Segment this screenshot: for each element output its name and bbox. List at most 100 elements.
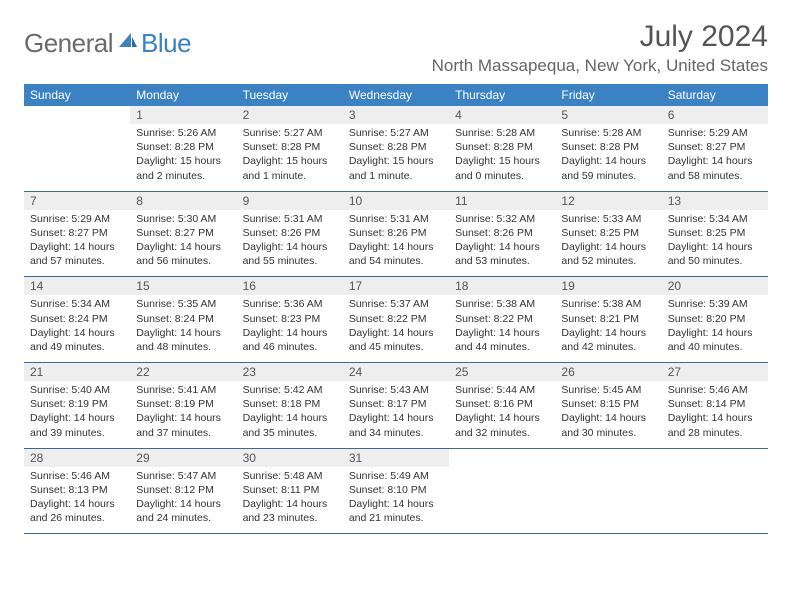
calendar-cell: 21Sunrise: 5:40 AMSunset: 8:19 PMDayligh… [24,363,130,449]
sunset-line: Sunset: 8:28 PM [136,141,214,153]
calendar-table: SundayMondayTuesdayWednesdayThursdayFrid… [24,84,768,534]
calendar-cell: 24Sunrise: 5:43 AMSunset: 8:17 PMDayligh… [343,363,449,449]
sunrise-line: Sunrise: 5:29 AM [668,127,748,139]
daylight-line: Daylight: 15 hours and 2 minutes. [136,155,221,181]
daylight-line: Daylight: 14 hours and 40 minutes. [668,327,753,353]
calendar-cell: 25Sunrise: 5:44 AMSunset: 8:16 PMDayligh… [449,363,555,449]
daylight-line: Daylight: 15 hours and 0 minutes. [455,155,540,181]
sunset-line: Sunset: 8:28 PM [455,141,533,153]
calendar-cell: 10Sunrise: 5:31 AMSunset: 8:26 PMDayligh… [343,191,449,277]
sunset-line: Sunset: 8:14 PM [668,398,746,410]
day-body: Sunrise: 5:28 AMSunset: 8:28 PMDaylight:… [555,124,661,191]
day-body: Sunrise: 5:43 AMSunset: 8:17 PMDaylight:… [343,381,449,448]
day-number: 17 [343,277,449,295]
day-number: 19 [555,277,661,295]
daylight-line: Daylight: 14 hours and 50 minutes. [668,241,753,267]
day-body: Sunrise: 5:38 AMSunset: 8:22 PMDaylight:… [449,295,555,362]
weekday-header: Monday [130,84,236,106]
calendar-row: 21Sunrise: 5:40 AMSunset: 8:19 PMDayligh… [24,363,768,449]
day-number: 21 [24,363,130,381]
sunset-line: Sunset: 8:11 PM [243,484,320,496]
sunrise-line: Sunrise: 5:38 AM [561,298,641,310]
calendar-cell [449,448,555,534]
daylight-line: Daylight: 14 hours and 57 minutes. [30,241,115,267]
day-number: 1 [130,106,236,124]
day-number: 27 [662,363,768,381]
day-number: 8 [130,192,236,210]
calendar-cell: 22Sunrise: 5:41 AMSunset: 8:19 PMDayligh… [130,363,236,449]
day-body: Sunrise: 5:30 AMSunset: 8:27 PMDaylight:… [130,210,236,277]
calendar-cell: 30Sunrise: 5:48 AMSunset: 8:11 PMDayligh… [237,448,343,534]
sunrise-line: Sunrise: 5:26 AM [136,127,216,139]
sunrise-line: Sunrise: 5:34 AM [668,213,748,225]
calendar-cell: 20Sunrise: 5:39 AMSunset: 8:20 PMDayligh… [662,277,768,363]
sunrise-line: Sunrise: 5:31 AM [243,213,323,225]
day-body: Sunrise: 5:48 AMSunset: 8:11 PMDaylight:… [237,467,343,534]
day-body: Sunrise: 5:42 AMSunset: 8:18 PMDaylight:… [237,381,343,448]
calendar-cell: 4Sunrise: 5:28 AMSunset: 8:28 PMDaylight… [449,106,555,191]
calendar-cell: 31Sunrise: 5:49 AMSunset: 8:10 PMDayligh… [343,448,449,534]
sunrise-line: Sunrise: 5:49 AM [349,470,429,482]
day-body: Sunrise: 5:39 AMSunset: 8:20 PMDaylight:… [662,295,768,362]
day-body: Sunrise: 5:47 AMSunset: 8:12 PMDaylight:… [130,467,236,534]
sunrise-line: Sunrise: 5:46 AM [668,384,748,396]
day-body [662,467,768,525]
daylight-line: Daylight: 14 hours and 52 minutes. [561,241,646,267]
day-number: 7 [24,192,130,210]
month-title: July 2024 [432,20,768,54]
daylight-line: Daylight: 14 hours and 59 minutes. [561,155,646,181]
sunrise-line: Sunrise: 5:37 AM [349,298,429,310]
calendar-cell: 5Sunrise: 5:28 AMSunset: 8:28 PMDaylight… [555,106,661,191]
sunset-line: Sunset: 8:13 PM [30,484,108,496]
calendar-row: 28Sunrise: 5:46 AMSunset: 8:13 PMDayligh… [24,448,768,534]
logo-text-general: General [24,28,113,59]
sunset-line: Sunset: 8:26 PM [349,227,427,239]
daylight-line: Daylight: 14 hours and 48 minutes. [136,327,221,353]
day-body: Sunrise: 5:33 AMSunset: 8:25 PMDaylight:… [555,210,661,277]
day-body: Sunrise: 5:34 AMSunset: 8:25 PMDaylight:… [662,210,768,277]
sunrise-line: Sunrise: 5:48 AM [243,470,323,482]
day-body [449,467,555,525]
sunset-line: Sunset: 8:27 PM [136,227,214,239]
day-body: Sunrise: 5:27 AMSunset: 8:28 PMDaylight:… [343,124,449,191]
day-body: Sunrise: 5:28 AMSunset: 8:28 PMDaylight:… [449,124,555,191]
day-number: 18 [449,277,555,295]
sunrise-line: Sunrise: 5:47 AM [136,470,216,482]
sunset-line: Sunset: 8:24 PM [136,313,214,325]
calendar-cell: 29Sunrise: 5:47 AMSunset: 8:12 PMDayligh… [130,448,236,534]
calendar-cell: 27Sunrise: 5:46 AMSunset: 8:14 PMDayligh… [662,363,768,449]
sunset-line: Sunset: 8:22 PM [349,313,427,325]
sunrise-line: Sunrise: 5:27 AM [243,127,323,139]
day-number: 11 [449,192,555,210]
calendar-body: 1 Sunrise: 5:26 AM Sunset: 8:28 PM Daylight… [24,106,768,534]
calendar-row: 14Sunrise: 5:34 AMSunset: 8:24 PMDayligh… [24,277,768,363]
daylight-line: Daylight: 14 hours and 58 minutes. [668,155,753,181]
sunrise-line: Sunrise: 5:39 AM [668,298,748,310]
sunrise-line: Sunrise: 5:42 AM [243,384,323,396]
calendar-cell: 13Sunrise: 5:34 AMSunset: 8:25 PMDayligh… [662,191,768,277]
daylight-line: Daylight: 14 hours and 30 minutes. [561,412,646,438]
day-body: Sunrise: 5:31 AMSunset: 8:26 PMDaylight:… [343,210,449,277]
calendar-cell: 26Sunrise: 5:45 AMSunset: 8:15 PMDayligh… [555,363,661,449]
calendar-cell: 19Sunrise: 5:38 AMSunset: 8:21 PMDayligh… [555,277,661,363]
day-number: 22 [130,363,236,381]
day-number [24,106,130,124]
sunset-line: Sunset: 8:15 PM [561,398,639,410]
daylight-line: Daylight: 14 hours and 26 minutes. [30,498,115,524]
calendar-cell: 1 Sunrise: 5:26 AM Sunset: 8:28 PM Daylight… [130,106,236,191]
sunset-line: Sunset: 8:16 PM [455,398,533,410]
sunset-line: Sunset: 8:10 PM [349,484,427,496]
day-body: Sunrise: 5:38 AMSunset: 8:21 PMDaylight:… [555,295,661,362]
day-body: Sunrise: 5:40 AMSunset: 8:19 PMDaylight:… [24,381,130,448]
sunset-line: Sunset: 8:27 PM [668,141,746,153]
location: North Massapequa, New York, United State… [432,56,768,76]
day-number: 4 [449,106,555,124]
day-number: 26 [555,363,661,381]
day-body: Sunrise: 5:45 AMSunset: 8:15 PMDaylight:… [555,381,661,448]
day-number: 23 [237,363,343,381]
calendar-cell: 16Sunrise: 5:36 AMSunset: 8:23 PMDayligh… [237,277,343,363]
day-number: 13 [662,192,768,210]
day-body: Sunrise: 5:37 AMSunset: 8:22 PMDaylight:… [343,295,449,362]
daylight-line: Daylight: 14 hours and 54 minutes. [349,241,434,267]
day-body: Sunrise: 5:34 AMSunset: 8:24 PMDaylight:… [24,295,130,362]
